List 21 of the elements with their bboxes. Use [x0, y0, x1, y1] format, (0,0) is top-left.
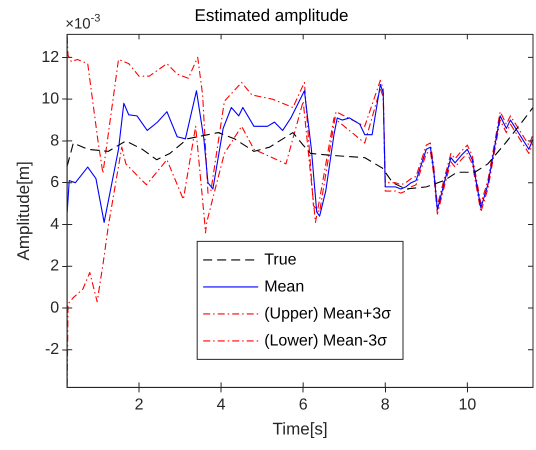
x-tick-label: 2: [134, 396, 144, 414]
x-tick-label: 4: [216, 396, 226, 414]
x-tick-label: 10: [458, 396, 476, 414]
y-tick-label: -2: [44, 341, 60, 358]
x-tick-label: 6: [298, 396, 308, 414]
y-tick-label: 4: [50, 216, 60, 233]
y-tick-label: 10: [41, 90, 60, 108]
y-tick-label: 0: [50, 299, 60, 316]
y-tick-label: 2: [50, 258, 60, 275]
x-tick-label: 8: [380, 396, 390, 414]
y-tick-label: 12: [41, 48, 60, 66]
y-tick-label: 6: [50, 174, 60, 192]
line-series: [67, 106, 533, 190]
legend-label: (Upper) Mean+3σ: [264, 305, 392, 322]
chart-title: Estimated amplitude: [194, 6, 349, 25]
legend-label: True: [264, 251, 297, 268]
y-axis-title: Amplitude[m]: [14, 161, 33, 260]
y-tick-label: 8: [50, 132, 60, 150]
legend-label: Mean: [264, 278, 304, 296]
x-axis-title: Time[s]: [272, 419, 328, 438]
legend-label: (Lower) Mean-3σ: [264, 332, 388, 350]
